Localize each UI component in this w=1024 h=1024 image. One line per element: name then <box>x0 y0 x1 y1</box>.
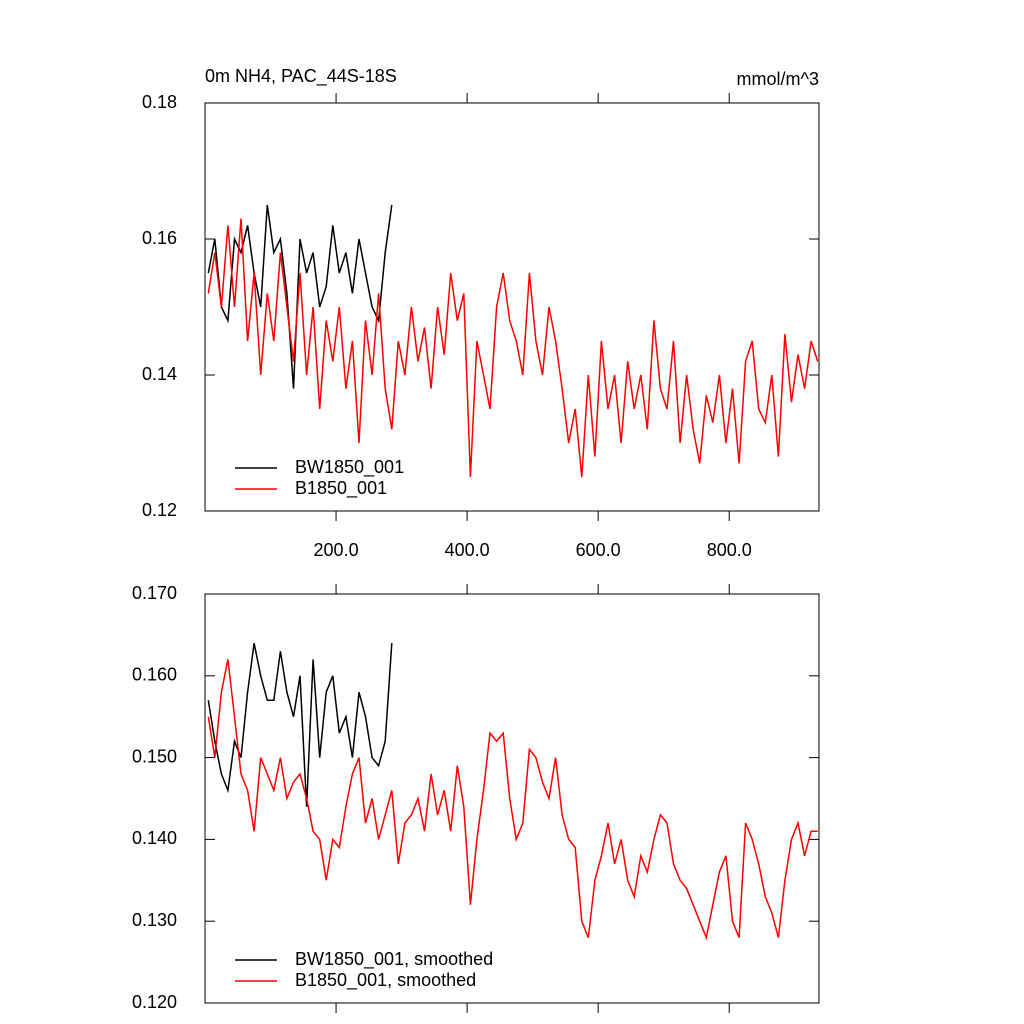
y-tick-label: 0.130 <box>132 910 177 930</box>
y-tick-label: 0.16 <box>142 228 177 248</box>
x-tick-label: 400.0 <box>445 540 490 560</box>
y-tick-label: 0.150 <box>132 746 177 766</box>
plot-frame <box>204 593 820 1004</box>
chart-title: 0m NH4, PAC_44S-18S <box>205 66 397 87</box>
legend-label: B1850_001, smoothed <box>295 970 476 991</box>
series-line <box>207 218 819 478</box>
x-tick-label: 200.0 <box>314 540 359 560</box>
legend-label: B1850_001 <box>295 478 387 499</box>
y-tick-label: 0.12 <box>142 500 177 520</box>
x-tick-label: 600.0 <box>576 540 621 560</box>
units-label: mmol/m^3 <box>737 69 819 89</box>
legend-label: BW1850_001, smoothed <box>295 949 493 970</box>
y-tick-label: 0.160 <box>132 665 177 685</box>
y-tick-label: 0.170 <box>132 583 177 603</box>
y-tick-label: 0.14 <box>142 364 177 384</box>
x-tick-label: 800.0 <box>707 540 752 560</box>
y-tick-label: 0.18 <box>142 92 177 112</box>
y-tick-label: 0.140 <box>132 828 177 848</box>
series-line <box>207 659 818 941</box>
legend-label: BW1850_001 <box>295 457 404 478</box>
y-tick-label: 0.120 <box>132 992 177 1012</box>
plot-frame <box>204 102 820 512</box>
